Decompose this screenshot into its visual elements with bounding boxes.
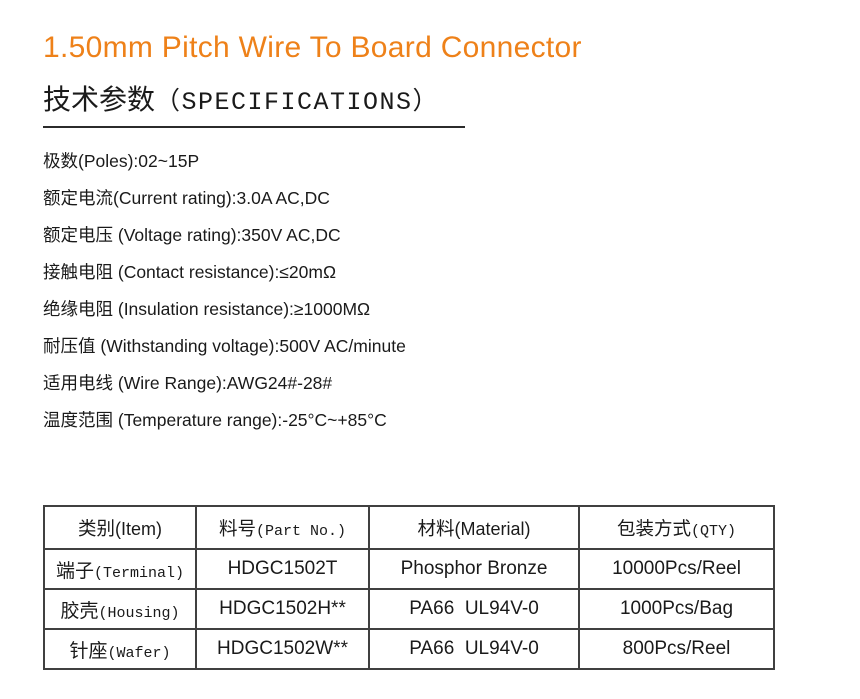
header-material-zh: 材料 bbox=[417, 517, 455, 539]
cell-item-zh: 胶壳 bbox=[60, 600, 99, 622]
section-heading-en: （SPECIFICATIONS） bbox=[155, 88, 440, 117]
cell-qty: 800Pcs/Reel bbox=[578, 628, 775, 670]
cell-item: 端子(Terminal) bbox=[43, 548, 197, 590]
table-header-qty: 包装方式(QTY) bbox=[578, 505, 775, 550]
header-qty-zh: 包装方式 bbox=[616, 517, 691, 539]
table-row-housing: 胶壳(Housing) HDGC1502H** PA66 UL94V-0 100… bbox=[43, 588, 775, 630]
header-item-en: (Item) bbox=[115, 518, 162, 539]
spec-line-current-rating: 额定电流(Current rating):3.0A AC,DC bbox=[43, 188, 330, 208]
spec-line-poles: 极数(Poles):02~15P bbox=[43, 151, 200, 171]
cell-item: 胶壳(Housing) bbox=[43, 588, 197, 630]
cell-part-no: HDGC1502T bbox=[195, 548, 370, 590]
spec-line-withstanding-voltage: 耐压值 (Withstanding voltage):500V AC/minut… bbox=[43, 336, 406, 356]
header-part-zh: 料号 bbox=[218, 517, 256, 539]
cell-material: Phosphor Bronze bbox=[368, 548, 580, 590]
cell-item-en: (Terminal) bbox=[94, 564, 185, 582]
cell-item: 针座(Wafer) bbox=[43, 628, 197, 670]
cell-item-en: (Wafer) bbox=[107, 644, 171, 662]
cell-item-zh: 端子 bbox=[55, 560, 94, 582]
section-heading-zh: 技术参数 bbox=[43, 84, 156, 115]
table-header-row: 类别(Item) 料号(Part No.) 材料(Material) 包装方式(… bbox=[43, 505, 775, 550]
header-item-zh: 类别 bbox=[77, 517, 115, 539]
table-row-terminal: 端子(Terminal) HDGC1502T Phosphor Bronze 1… bbox=[43, 548, 775, 590]
spec-line-temperature-range: 温度范围 (Temperature range):-25°C~+85°C bbox=[43, 410, 387, 430]
header-material-en: (Material) bbox=[454, 518, 531, 539]
spec-line-insulation-resistance: 绝缘电阻 (Insulation resistance):≥1000MΩ bbox=[43, 299, 371, 319]
spec-line-contact-resistance: 接触电阻 (Contact resistance):≤20mΩ bbox=[43, 262, 337, 282]
header-qty-en: (QTY) bbox=[691, 522, 737, 540]
section-heading: 技术参数（SPECIFICATIONS） bbox=[43, 84, 466, 128]
spec-list: 极数(Poles):02~15P 额定电流(Current rating):3.… bbox=[43, 143, 820, 439]
cell-material: PA66 UL94V-0 bbox=[368, 588, 580, 630]
spec-line-wire-range: 适用电线 (Wire Range):AWG24#-28# bbox=[43, 373, 333, 393]
cell-qty: 1000Pcs/Bag bbox=[578, 588, 775, 630]
cell-part-no: HDGC1502W** bbox=[195, 628, 370, 670]
parts-table: 类别(Item) 料号(Part No.) 材料(Material) 包装方式(… bbox=[43, 505, 775, 670]
table-header-item: 类别(Item) bbox=[43, 505, 197, 550]
cell-qty: 10000Pcs/Reel bbox=[578, 548, 775, 590]
table-row-wafer: 针座(Wafer) HDGC1502W** PA66 UL94V-0 800Pc… bbox=[43, 628, 775, 670]
cell-part-no: HDGC1502H** bbox=[195, 588, 370, 630]
spec-line-voltage-rating: 额定电压 (Voltage rating):350V AC,DC bbox=[43, 225, 341, 245]
cell-item-zh: 针座 bbox=[69, 640, 108, 662]
cell-item-en: (Housing) bbox=[98, 604, 180, 622]
page-title: 1.50mm Pitch Wire To Board Connector bbox=[43, 31, 582, 64]
table-header-material: 材料(Material) bbox=[368, 505, 580, 550]
table-header-part-no: 料号(Part No.) bbox=[195, 505, 370, 550]
cell-material: PA66 UL94V-0 bbox=[368, 628, 580, 670]
header-part-en: (Part No.) bbox=[256, 522, 347, 540]
